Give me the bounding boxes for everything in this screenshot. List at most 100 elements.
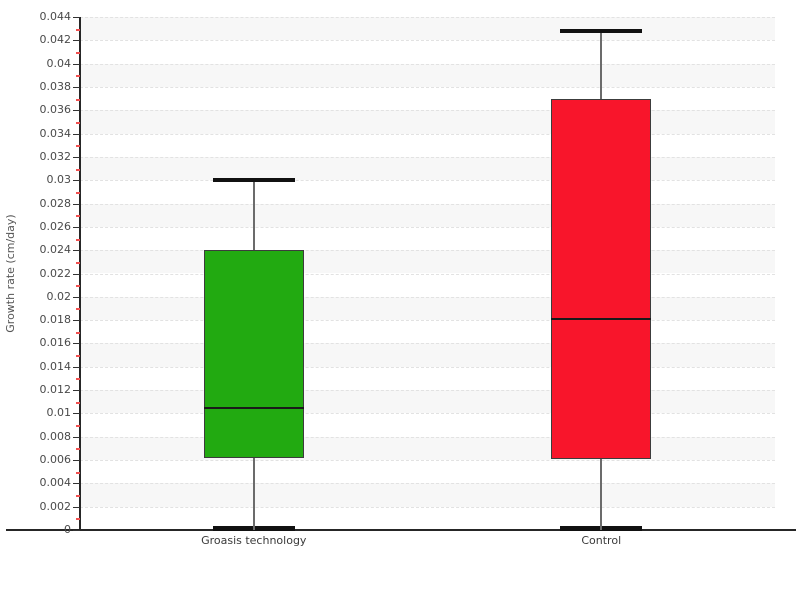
y-tick-label-text: 0.002 bbox=[39, 499, 72, 513]
whisker-cap-upper bbox=[560, 28, 643, 33]
x-tick-label-1: Groasis technology bbox=[201, 534, 307, 547]
y-tick-label-text: 0.036 bbox=[39, 103, 72, 117]
y-tick-label: 0.038 bbox=[0, 79, 72, 93]
y-tick-label-text: 0.004 bbox=[39, 476, 72, 490]
y-minor-tick bbox=[76, 495, 80, 498]
y-tick-mark bbox=[73, 436, 80, 438]
gridline bbox=[80, 110, 775, 112]
y-tick-label: 0.002 bbox=[0, 499, 72, 513]
y-tick-mark bbox=[73, 320, 80, 322]
gridline bbox=[80, 343, 775, 345]
gridline bbox=[80, 320, 775, 322]
y-tick-label: 0.036 bbox=[0, 103, 72, 117]
y-minor-tick bbox=[76, 98, 80, 101]
plot-band bbox=[80, 343, 775, 367]
gridline bbox=[80, 390, 775, 392]
y-tick-mark bbox=[73, 250, 80, 252]
y-tick-mark bbox=[73, 506, 80, 508]
y-tick-label-text: 0.044 bbox=[39, 10, 72, 23]
box-1 bbox=[203, 250, 304, 458]
y-tick-label-text: 0.026 bbox=[39, 219, 72, 233]
gridline bbox=[80, 86, 775, 88]
gridline bbox=[80, 250, 775, 252]
y-minor-tick bbox=[76, 145, 80, 148]
y-minor-tick bbox=[76, 448, 80, 451]
plot-band bbox=[80, 250, 775, 274]
gridline bbox=[80, 180, 775, 182]
y-tick-label-text: 0.008 bbox=[39, 429, 72, 443]
plot-band bbox=[80, 203, 775, 227]
y-tick-label-text: 0.014 bbox=[39, 359, 72, 373]
plot-band bbox=[80, 436, 775, 461]
y-tick-label: 0.032 bbox=[0, 151, 72, 162]
y-tick-mark bbox=[73, 366, 80, 368]
y-minor-tick bbox=[76, 471, 80, 474]
plot-band bbox=[80, 390, 775, 414]
y-minor-tick bbox=[76, 401, 80, 404]
x-tick-label-2: Control bbox=[581, 534, 622, 547]
y-tick-label-text: 0.02 bbox=[46, 289, 72, 303]
y-tick-label: 0.02 bbox=[0, 289, 72, 303]
gridline bbox=[80, 506, 775, 508]
gridline bbox=[80, 63, 775, 65]
gridline bbox=[80, 413, 775, 415]
y-tick-mark bbox=[73, 273, 80, 275]
y-tick-label-text: 0.042 bbox=[39, 33, 72, 47]
gridline bbox=[80, 366, 775, 368]
y-tick-mark bbox=[73, 226, 80, 228]
y-tick-label: 0.028 bbox=[0, 196, 72, 210]
y-tick-mark bbox=[73, 180, 80, 182]
y-tick-label: 0 bbox=[0, 524, 71, 535]
y-tick-label: 0.026 bbox=[0, 219, 72, 233]
y-tick-label: 0.018 bbox=[0, 314, 72, 325]
plot-band bbox=[80, 156, 775, 181]
plot-band bbox=[80, 17, 775, 41]
y-tick-mark bbox=[73, 343, 80, 345]
y-tick-label-text: 0.022 bbox=[39, 266, 72, 280]
y-minor-tick bbox=[76, 168, 80, 171]
y-tick-label: 0.044 bbox=[0, 10, 72, 23]
y-tick-mark bbox=[73, 390, 80, 392]
y-tick-label-text: 0.016 bbox=[39, 336, 72, 350]
y-tick-mark bbox=[73, 296, 80, 298]
y-minor-tick bbox=[76, 51, 80, 54]
y-tick-label: 0.014 bbox=[0, 359, 72, 373]
y-tick-mark bbox=[73, 203, 80, 205]
plot-band bbox=[80, 110, 775, 134]
y-tick-label-text: 0.012 bbox=[39, 383, 72, 397]
y-tick-label: 0.012 bbox=[0, 383, 72, 397]
plot-band bbox=[80, 296, 775, 321]
y-tick-label: 0.004 bbox=[0, 476, 72, 490]
y-tick-mark bbox=[73, 530, 80, 531]
gridline bbox=[80, 17, 775, 18]
y-tick-mark bbox=[73, 40, 80, 42]
gridline bbox=[80, 226, 775, 228]
y-tick-label: 0.034 bbox=[0, 128, 72, 139]
median-line-2 bbox=[551, 317, 652, 320]
gridline bbox=[80, 203, 775, 205]
y-tick-label-text: 0.024 bbox=[39, 243, 72, 257]
y-minor-tick bbox=[76, 28, 80, 31]
y-minor-tick bbox=[76, 261, 80, 264]
y-minor-tick bbox=[76, 215, 80, 218]
y-minor-tick bbox=[76, 518, 80, 521]
y-tick-mark bbox=[73, 483, 80, 485]
y-tick-mark bbox=[73, 133, 80, 135]
y-tick-label-text: 0.028 bbox=[39, 196, 72, 210]
y-minor-tick bbox=[76, 355, 80, 358]
y-tick-label-text: 0.03 bbox=[46, 173, 72, 187]
y-minor-tick bbox=[76, 378, 80, 381]
y-tick-label: 0.042 bbox=[0, 33, 72, 47]
y-tick-mark bbox=[73, 413, 80, 415]
y-minor-tick bbox=[76, 75, 80, 78]
y-tick-label: 0.016 bbox=[0, 336, 72, 350]
y-minor-tick bbox=[76, 308, 80, 311]
y-tick-label-text: 0.038 bbox=[39, 79, 72, 93]
y-tick-mark bbox=[73, 86, 80, 88]
y-tick-label-text: 0 bbox=[64, 523, 71, 536]
y-axis-line bbox=[79, 17, 81, 531]
plot-band bbox=[80, 483, 775, 507]
y-tick-label: 0.008 bbox=[0, 429, 72, 443]
y-tick-label: 0.006 bbox=[0, 454, 72, 465]
gridline bbox=[80, 296, 775, 298]
